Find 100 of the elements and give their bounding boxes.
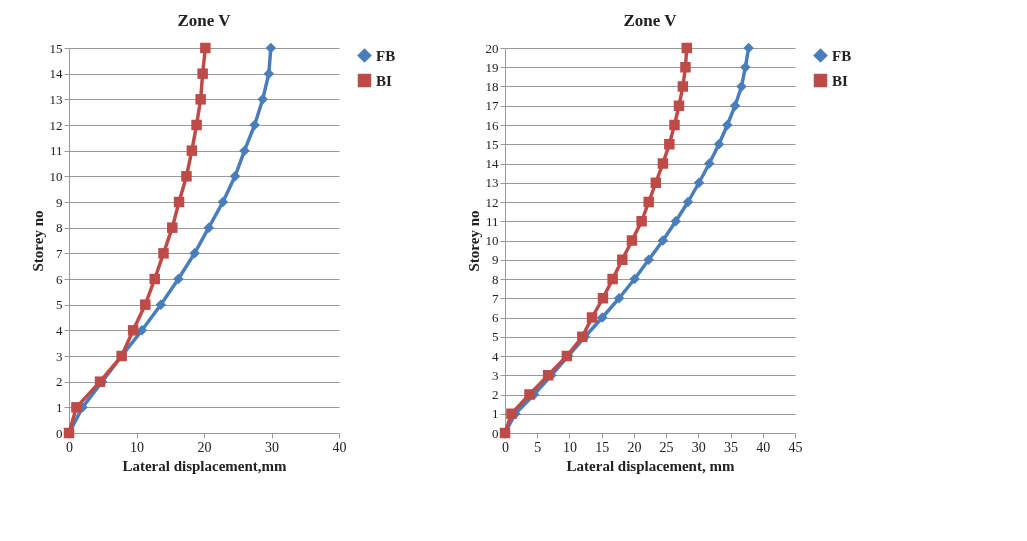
- x-tick-label: 30: [265, 439, 279, 455]
- point: [71, 402, 82, 413]
- point: [617, 254, 628, 265]
- point: [722, 119, 733, 131]
- y-tick-label: 11: [49, 143, 63, 159]
- point: [127, 325, 139, 336]
- point: [693, 177, 705, 188]
- y-tick-label: 17: [485, 98, 499, 114]
- point: [257, 94, 268, 105]
- point: [586, 312, 598, 323]
- point: [195, 94, 206, 105]
- x-tick-label: 20: [627, 439, 642, 455]
- x-tick-label: 10: [130, 439, 144, 455]
- x-tick-label: 35: [724, 439, 739, 455]
- point: [729, 100, 741, 111]
- y-tick-label: 12: [49, 117, 63, 133]
- point: [613, 293, 625, 304]
- x-tick-label: 5: [534, 439, 542, 455]
- y-tick-label: 6: [56, 271, 63, 287]
- y-tick-label: 15: [49, 40, 63, 56]
- point: [670, 216, 682, 227]
- y-tick-label: 14: [49, 66, 63, 82]
- y-tick-label: 18: [485, 79, 499, 94]
- point: [249, 119, 260, 131]
- point: [657, 235, 669, 246]
- y-tick-label: 0: [492, 425, 499, 441]
- y-tick-label: 11: [485, 213, 499, 229]
- y-tick-label: 19: [485, 59, 499, 75]
- point: [203, 222, 214, 233]
- point: [149, 273, 160, 285]
- y-tick-label: 3: [492, 367, 499, 383]
- y-tick-label: 13: [49, 91, 63, 107]
- point: [167, 222, 178, 233]
- x-tick-label: 45: [788, 439, 803, 455]
- x-tick-label: 0: [66, 439, 73, 455]
- y-tick-label: 0: [56, 425, 63, 441]
- y-tick-label: 2: [492, 387, 499, 402]
- x-tick-label: 20: [197, 439, 212, 455]
- y-tick-label: 2: [56, 374, 63, 390]
- point: [629, 273, 640, 285]
- point: [217, 196, 229, 208]
- y-tick-label: 5: [56, 297, 63, 313]
- point: [140, 299, 151, 310]
- point: [181, 171, 192, 182]
- point: [664, 139, 675, 150]
- x-tick-label: 40: [332, 439, 347, 455]
- point: [657, 158, 669, 169]
- y-tick-label: 14: [485, 156, 499, 171]
- x-tick-label: 0: [502, 439, 509, 455]
- point: [200, 42, 211, 54]
- legend-label: FB: [832, 47, 852, 64]
- point: [597, 293, 609, 304]
- point: [677, 81, 689, 92]
- x-tick-label: 40: [756, 439, 771, 455]
- point: [743, 42, 754, 54]
- point: [524, 389, 535, 400]
- point: [669, 119, 680, 131]
- y-tick-label: 7: [56, 245, 63, 261]
- point: [650, 177, 662, 188]
- point: [740, 62, 751, 73]
- point: [643, 254, 654, 265]
- point: [713, 139, 725, 150]
- x-tick-label: 30: [691, 439, 706, 455]
- y-tick-label: 10: [49, 168, 63, 184]
- y-tick-label: 4: [492, 348, 499, 364]
- x-tick-label: 15: [595, 439, 610, 455]
- x-tick-label: 10: [562, 439, 577, 455]
- y-tick-label: 9: [56, 194, 63, 210]
- point: [597, 312, 608, 323]
- point: [239, 145, 250, 156]
- point: [189, 248, 200, 259]
- y-axis-title: Storey no: [29, 210, 46, 272]
- y-tick-label: 12: [485, 194, 499, 210]
- point: [636, 216, 647, 227]
- y-tick-label: 10: [485, 233, 499, 248]
- point: [673, 100, 685, 111]
- y-tick-label: 8: [56, 220, 63, 236]
- point: [542, 370, 554, 381]
- chart-title: Zone V: [623, 11, 678, 30]
- legend-label: FB: [376, 47, 396, 64]
- y-tick-label: 16: [485, 117, 499, 133]
- point: [506, 408, 517, 419]
- legend-label: BI: [832, 72, 848, 89]
- x-axis-title: Lateral displacement,mm: [122, 457, 288, 474]
- y-tick-label: 20: [485, 40, 499, 56]
- point: [186, 145, 198, 156]
- point: [626, 235, 638, 246]
- point: [736, 81, 747, 92]
- y-tick-label: 4: [56, 322, 63, 338]
- point: [682, 196, 694, 208]
- point: [607, 273, 618, 285]
- y-tick-label: 9: [492, 252, 499, 268]
- point: [681, 42, 692, 54]
- y-tick-label: 6: [492, 310, 499, 325]
- y-tick-label: 5: [492, 329, 499, 345]
- y-tick-label: 7: [492, 290, 499, 306]
- y-tick-label: 13: [485, 175, 499, 191]
- point: [173, 196, 185, 208]
- point: [158, 248, 169, 259]
- point: [263, 68, 275, 79]
